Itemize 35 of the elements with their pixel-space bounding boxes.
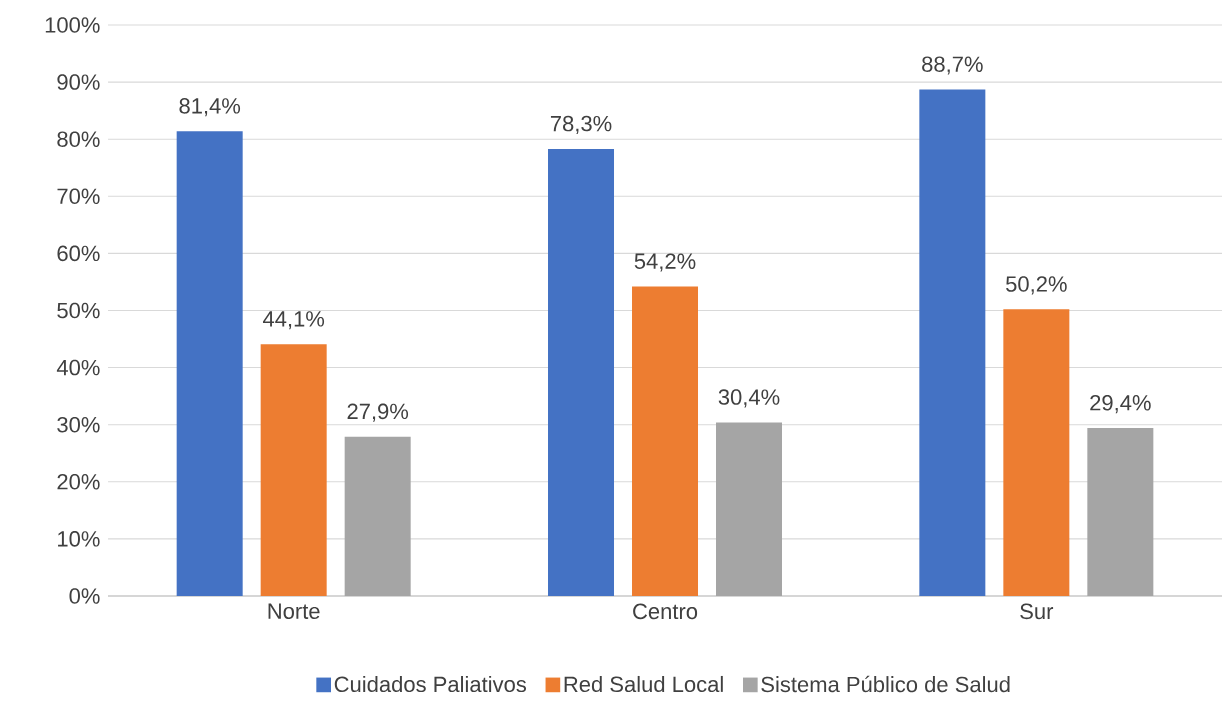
x-tick-label: Norte: [268, 603, 320, 619]
data-label: 78,3%: [550, 115, 612, 134]
y-tick-label: 0%: [69, 588, 100, 604]
bar: [176, 131, 243, 596]
y-tick-label: 40%: [56, 359, 100, 376]
x-tick-label: Centro: [633, 603, 698, 620]
data-label: 30,4%: [718, 389, 780, 408]
y-tick-label: 50%: [57, 302, 100, 319]
y-tick-label: 30%: [57, 416, 100, 433]
y-tick-label: 70%: [57, 188, 100, 205]
legend-label: Sistema Público de Salud: [761, 675, 1010, 693]
legend-label: Cuidados Paliativos: [334, 675, 527, 693]
bar: [632, 286, 699, 596]
data-label: 29,4%: [1090, 395, 1151, 414]
y-tick-label: 100%: [45, 17, 100, 33]
data-label: 27,9%: [347, 403, 409, 422]
y-tick-label: 20%: [57, 473, 100, 490]
legend-label: Red Salud Local: [564, 675, 723, 693]
y-tick-label: 60%: [57, 245, 100, 262]
data-label: 50,2%: [1006, 276, 1067, 295]
bar: [1087, 428, 1154, 596]
data-label: 44,1%: [262, 311, 325, 330]
y-tick-label: 10%: [58, 531, 100, 547]
bar: [716, 422, 783, 596]
y-tick-label: 80%: [57, 131, 100, 147]
data-label: 88,7%: [922, 56, 983, 75]
bar: [1003, 309, 1070, 596]
data-label: 54,2%: [634, 253, 696, 272]
x-tick-label: Sur: [1020, 603, 1054, 620]
bar: [344, 436, 411, 596]
bar: [919, 89, 986, 596]
y-tick-label: 90%: [57, 74, 100, 90]
bar: [260, 344, 327, 596]
bar: [548, 148, 615, 596]
data-label: 81,4%: [179, 98, 241, 117]
